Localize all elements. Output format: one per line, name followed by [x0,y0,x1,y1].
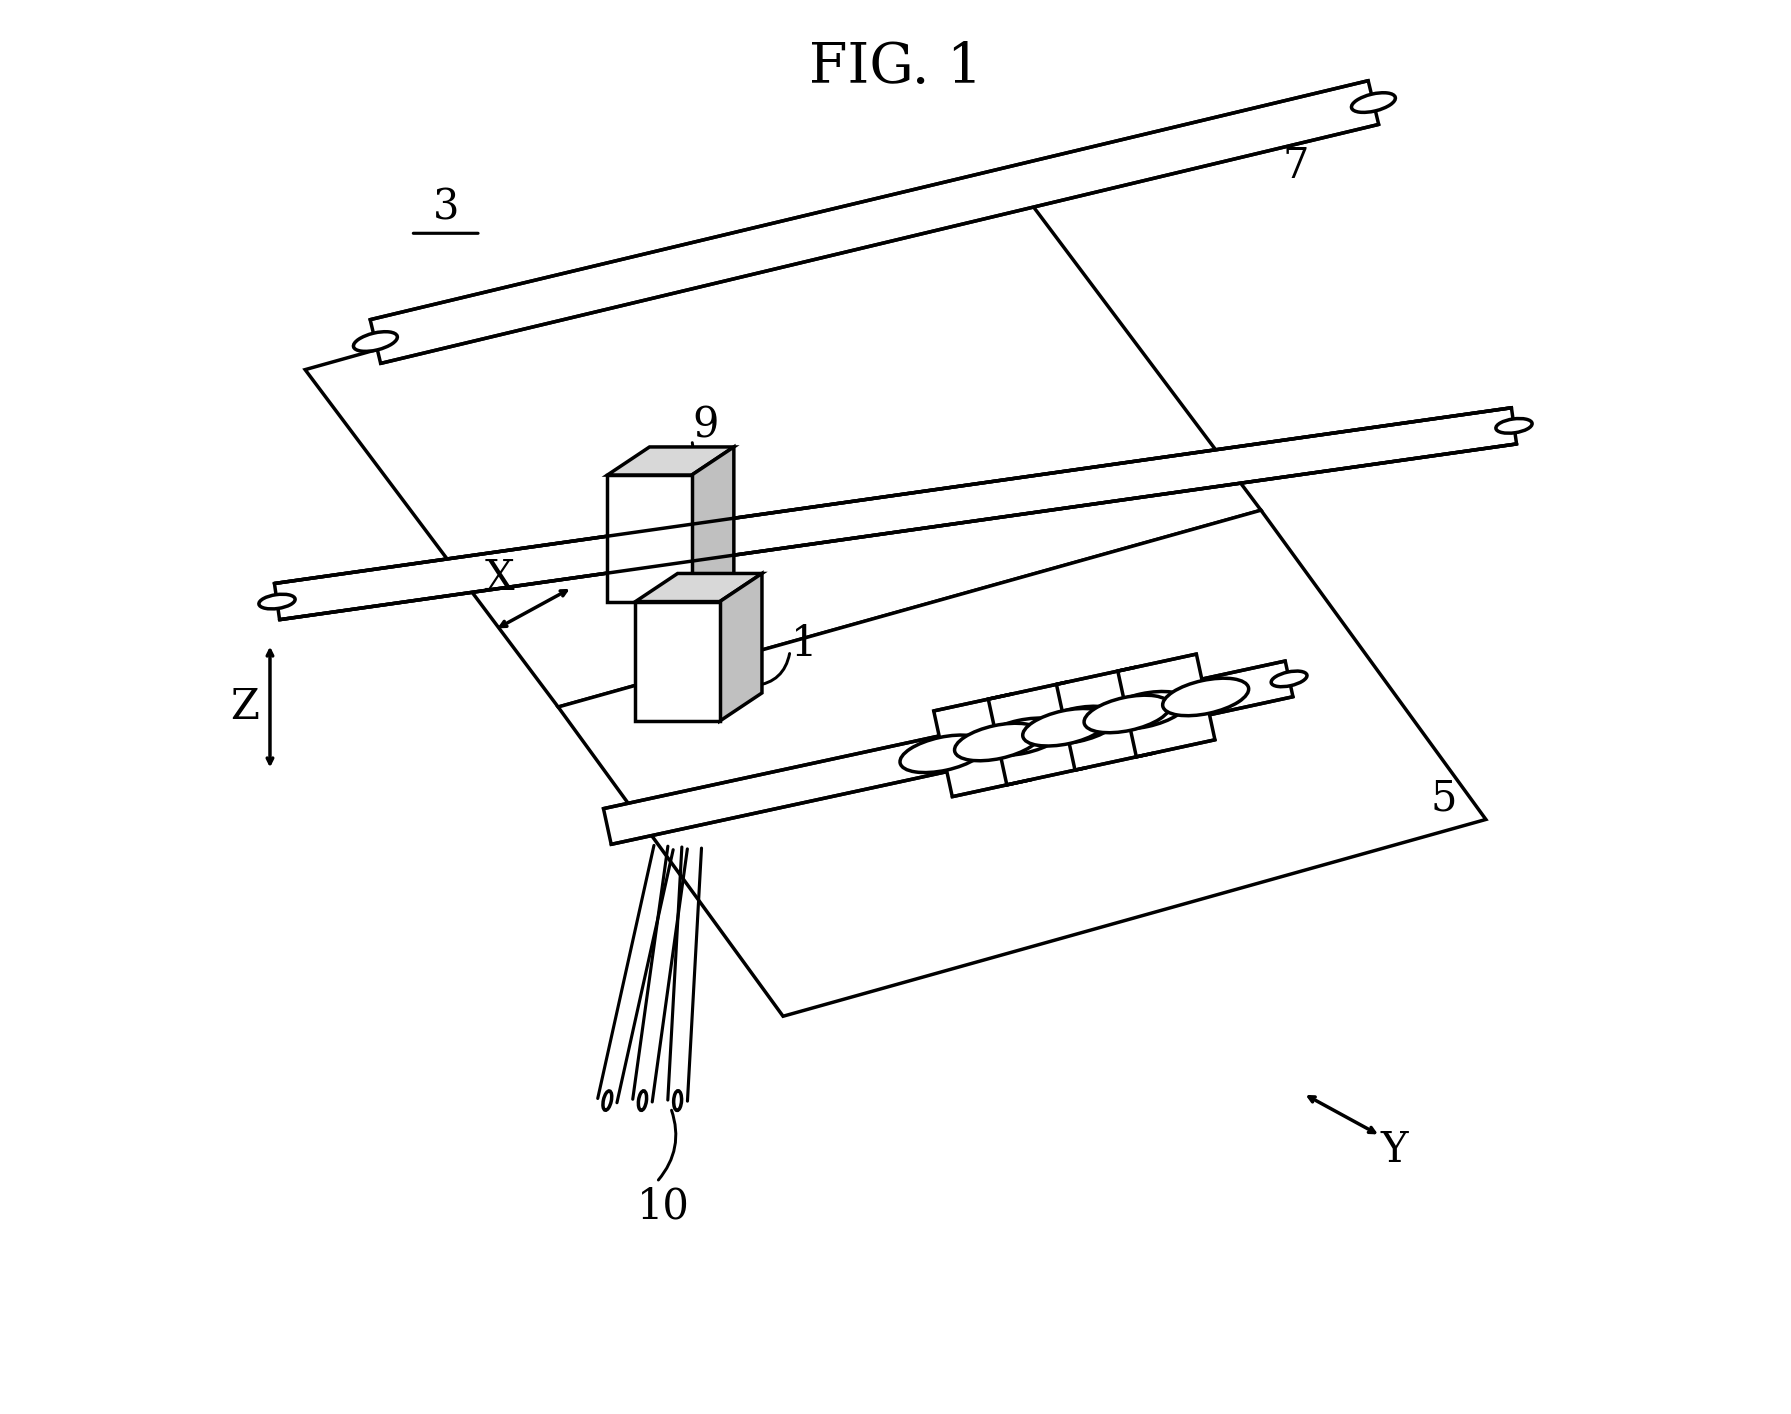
Ellipse shape [260,594,296,609]
Text: 5: 5 [1431,778,1456,819]
Polygon shape [720,574,761,721]
Polygon shape [933,694,1032,796]
Ellipse shape [1084,696,1170,732]
Text: Y: Y [1381,1128,1408,1171]
Polygon shape [274,407,1517,619]
Ellipse shape [604,1092,613,1110]
Ellipse shape [673,1090,682,1110]
Text: 7: 7 [1282,144,1309,187]
Polygon shape [1057,667,1153,771]
Text: 10: 10 [638,1185,690,1227]
Ellipse shape [1162,679,1248,715]
Polygon shape [691,447,734,601]
Polygon shape [636,601,720,721]
Polygon shape [989,682,1085,785]
Ellipse shape [1495,419,1531,433]
Polygon shape [604,660,1293,844]
Text: 9: 9 [693,404,718,447]
Polygon shape [607,447,734,475]
Text: Z: Z [231,686,260,728]
Ellipse shape [901,735,987,772]
Ellipse shape [1023,708,1109,747]
Ellipse shape [1272,672,1307,687]
Ellipse shape [955,723,1041,761]
Ellipse shape [1352,93,1395,112]
Polygon shape [304,173,1261,707]
Polygon shape [371,81,1379,363]
Ellipse shape [1101,691,1187,730]
Polygon shape [1118,655,1214,756]
Text: 1: 1 [792,622,817,665]
Polygon shape [559,510,1487,1017]
Ellipse shape [978,718,1064,755]
Polygon shape [607,475,691,601]
Ellipse shape [353,332,398,351]
Text: FIG. 1: FIG. 1 [810,40,981,95]
Text: 3: 3 [432,187,458,229]
Ellipse shape [638,1090,647,1110]
Text: X: X [484,557,514,598]
Ellipse shape [1033,706,1119,744]
Polygon shape [636,574,761,601]
